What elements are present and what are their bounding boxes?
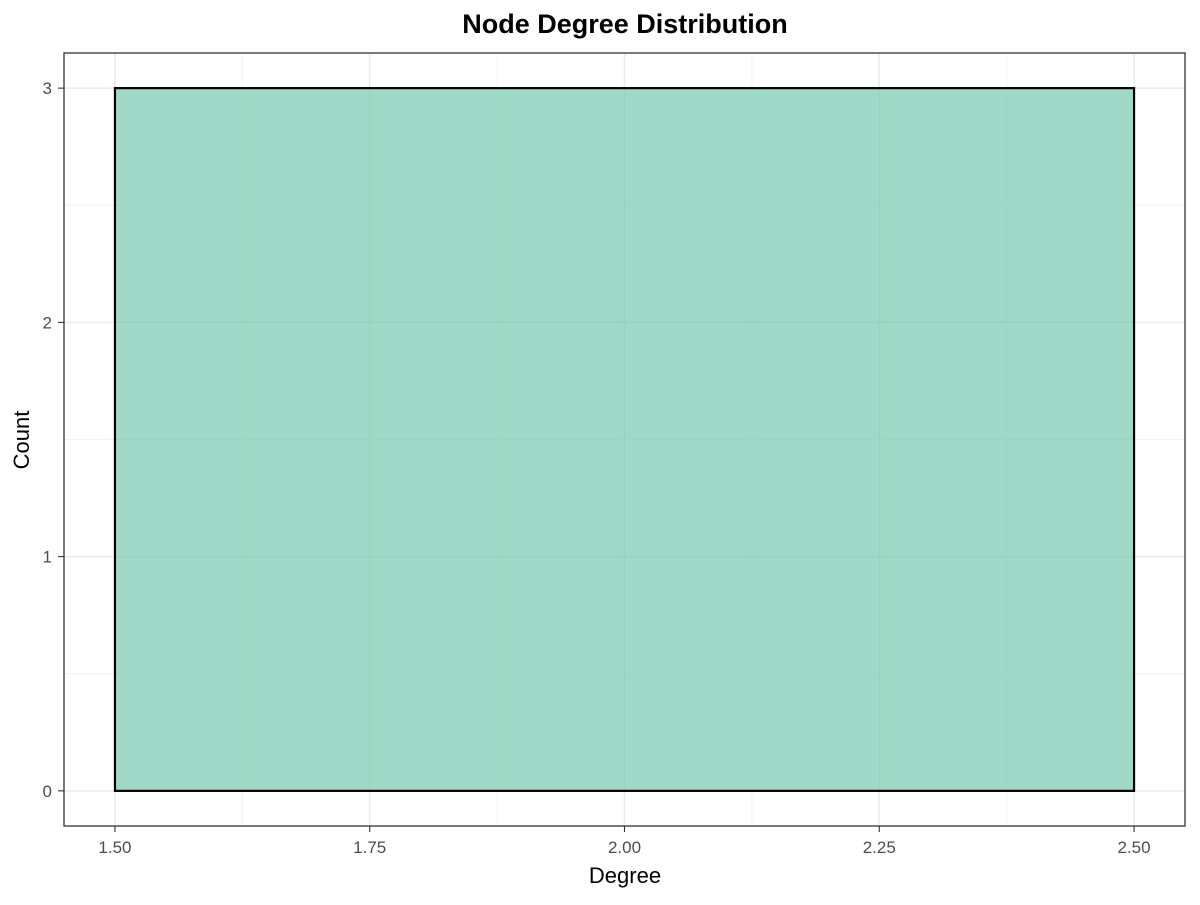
- x-tick-label: 2.00: [608, 838, 641, 857]
- y-tick-label: 3: [43, 79, 52, 98]
- histogram-bar: [113, 87, 1136, 792]
- x-axis-title: Degree: [589, 863, 661, 888]
- y-tick-label: 0: [43, 782, 52, 801]
- bars: [113, 87, 1136, 792]
- x-tick-label: 2.25: [863, 838, 896, 857]
- chart-title: Node Degree Distribution: [462, 9, 788, 39]
- y-tick-label: 2: [43, 313, 52, 332]
- x-tick-label: 2.50: [1117, 838, 1150, 857]
- x-tick-label: 1.75: [353, 838, 386, 857]
- x-tick-label: 1.50: [98, 838, 131, 857]
- y-tick-label: 1: [43, 548, 52, 567]
- axis-ticks: 1.50 1.75 2.00 2.25 2.50 0 1 2 3: [43, 79, 1151, 857]
- y-axis-title: Count: [9, 411, 34, 470]
